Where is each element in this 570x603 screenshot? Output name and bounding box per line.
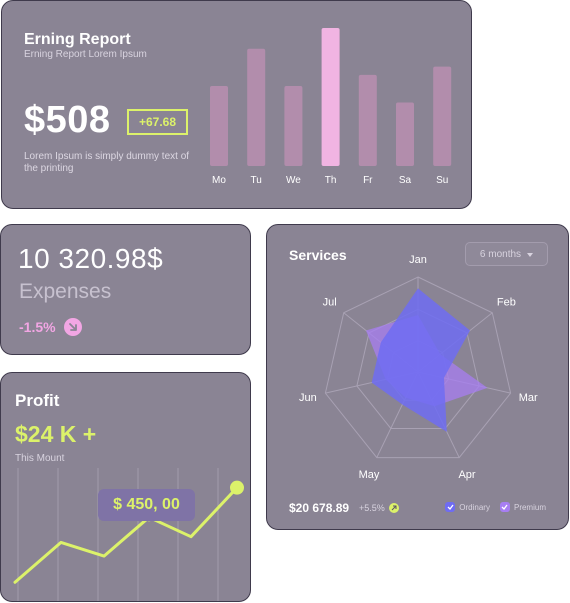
radar-label-jul: Jul	[323, 297, 337, 309]
legend-label-premium: Premium	[513, 502, 546, 512]
profit-card: Profit $24 K + This Mount $ 450, 00	[0, 372, 251, 602]
bar-tu[interactable]	[247, 48, 266, 167]
legend-item-ordinary[interactable]: Ordinary	[445, 502, 490, 512]
legend-item-premium[interactable]: Premium	[499, 502, 546, 512]
profit-end-point[interactable]	[230, 480, 244, 495]
profit-subtitle: This Mount	[15, 453, 65, 464]
bar-label-tu: Tu	[251, 175, 262, 186]
profit-line	[13, 486, 239, 584]
earning-title: Erning Report	[24, 31, 131, 48]
checkbox-checked-icon	[499, 502, 510, 512]
services-legend: Ordinary Premium	[445, 502, 546, 512]
expenses-amount: 10 320.98$	[18, 243, 164, 274]
radar-label-feb: Feb	[497, 297, 516, 309]
bar-label-sa: Sa	[399, 175, 412, 186]
profit-tooltip: $ 450, 00	[98, 489, 195, 521]
expenses-card: 10 320.98$ Expenses -1.5%	[0, 224, 251, 355]
earning-description: Lorem Ipsum is simply dummy text of the …	[24, 151, 190, 174]
services-total: $20 678.89	[289, 501, 350, 515]
bar-su[interactable]	[433, 66, 452, 166]
profit-line-chart	[13, 468, 244, 601]
bar-sa[interactable]	[396, 102, 414, 166]
services-change-value: +5.5%	[359, 503, 385, 513]
bar-fr[interactable]	[358, 74, 377, 166]
bar-label-mo: Mo	[212, 175, 226, 186]
bar-label-we: We	[286, 175, 301, 186]
period-dropdown[interactable]: 6 months	[465, 242, 548, 266]
bar-label-fr: Fr	[363, 175, 373, 186]
radar-label-apr: Apr	[458, 469, 475, 481]
radar-label-jun: Jun	[299, 392, 317, 404]
arrow-up-right-icon	[388, 503, 399, 513]
services-card: Services 6 months Jan Feb Mar Apr May Jun Jul …	[266, 224, 569, 530]
bar-we[interactable]	[284, 85, 303, 166]
radar-series-ordinary	[371, 288, 470, 432]
legend-label-ordinary: Ordinary	[459, 502, 490, 512]
expenses-change-value: -1.5%	[19, 319, 56, 335]
radar-label-may: May	[359, 469, 380, 481]
weekly-bar-chart: Mo Tu We Th Fr Sa Su	[210, 28, 452, 186]
expenses-change: -1.5%	[19, 318, 82, 336]
bar-mo[interactable]	[210, 85, 228, 166]
services-change: +5.5%	[359, 503, 399, 513]
earning-report-card: Erning Report Erning Report Lorem Ipsum …	[1, 0, 472, 209]
chevron-down-icon	[527, 249, 534, 260]
earning-change-badge: +67.68	[127, 109, 188, 135]
period-label: 6 months	[479, 248, 522, 260]
services-radar-chart: Jan Feb Mar Apr May Jun Jul	[299, 255, 538, 481]
earning-amount: $508	[24, 99, 111, 141]
profit-title: Profit	[15, 391, 60, 410]
radar-ring	[356, 308, 480, 429]
bar-label-su: Su	[436, 175, 448, 186]
earning-subtitle: Erning Report Lorem Ipsum	[24, 49, 147, 60]
services-title: Services	[289, 247, 347, 263]
radar-label-jan: Jan	[409, 255, 427, 266]
arrow-down-right-icon	[63, 318, 82, 336]
bar-label-th: Th	[325, 175, 337, 186]
bar-th[interactable]	[321, 28, 340, 166]
profit-amount: $24 K +	[15, 421, 97, 447]
checkbox-checked-icon	[445, 502, 456, 512]
radar-ring	[324, 276, 512, 459]
expenses-label: Expenses	[19, 280, 112, 303]
radar-label-mar: Mar	[519, 392, 538, 404]
